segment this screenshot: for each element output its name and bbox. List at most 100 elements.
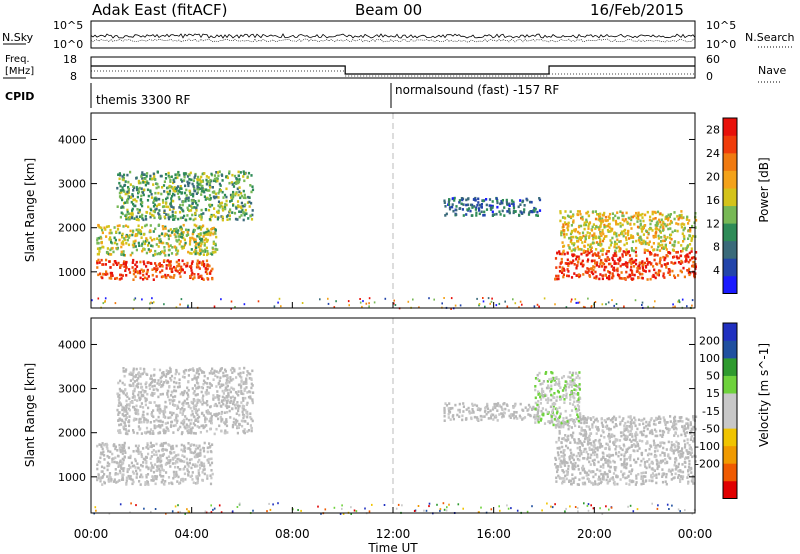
range-cell bbox=[680, 244, 683, 247]
range-cell bbox=[659, 256, 662, 260]
range-cell bbox=[210, 416, 213, 420]
range-cell bbox=[196, 417, 199, 420]
range-cell bbox=[642, 475, 645, 478]
range-cell bbox=[653, 268, 656, 272]
range-cell bbox=[589, 456, 592, 459]
range-cell bbox=[653, 442, 656, 445]
range-cell bbox=[144, 382, 147, 386]
range-cell bbox=[658, 218, 661, 222]
range-cell bbox=[577, 240, 580, 243]
range-cell bbox=[189, 275, 192, 278]
range-cell bbox=[125, 274, 128, 277]
range-cell bbox=[218, 182, 221, 186]
range-cell bbox=[191, 202, 194, 205]
range-cell bbox=[492, 413, 495, 417]
range-cell bbox=[132, 258, 135, 262]
range-cell bbox=[628, 260, 631, 263]
range-cell bbox=[127, 420, 131, 424]
range-cell bbox=[695, 219, 698, 222]
range-cell bbox=[125, 406, 128, 409]
range-cell bbox=[203, 472, 206, 476]
range-cell bbox=[175, 473, 178, 476]
range-cell bbox=[119, 173, 122, 177]
range-cell bbox=[124, 370, 127, 373]
range-cell bbox=[572, 243, 575, 247]
range-cell bbox=[664, 423, 667, 426]
range-cell bbox=[183, 214, 186, 218]
range-cell bbox=[157, 191, 160, 195]
range-cell bbox=[196, 187, 199, 191]
y-tick-label: 1000 bbox=[58, 266, 86, 279]
range-cell bbox=[237, 407, 240, 410]
range-cell bbox=[655, 226, 658, 229]
range-cell bbox=[607, 459, 610, 462]
range-cell bbox=[493, 213, 496, 216]
range-cell bbox=[196, 399, 199, 402]
range-cell bbox=[672, 303, 674, 306]
range-cell bbox=[154, 249, 157, 253]
range-cell bbox=[118, 417, 121, 421]
range-cell bbox=[135, 228, 138, 232]
range-cell bbox=[636, 220, 639, 223]
range-cell bbox=[179, 225, 182, 229]
range-cell bbox=[565, 438, 568, 442]
range-cell bbox=[158, 404, 161, 407]
range-cell bbox=[491, 408, 495, 411]
range-cell bbox=[480, 203, 483, 206]
range-cell bbox=[218, 424, 221, 428]
range-cell bbox=[611, 236, 614, 240]
range-cell bbox=[166, 186, 169, 190]
range-cell bbox=[634, 434, 637, 438]
range-cell bbox=[139, 427, 142, 430]
range-cell bbox=[144, 481, 147, 484]
range-cell bbox=[115, 276, 118, 280]
range-cell bbox=[188, 181, 191, 185]
range-cell bbox=[234, 192, 237, 196]
range-cell bbox=[164, 416, 167, 419]
range-cell bbox=[565, 416, 568, 420]
range-cell bbox=[606, 229, 610, 232]
range-cell bbox=[124, 235, 128, 238]
range-cell bbox=[163, 381, 166, 384]
range-cell bbox=[591, 234, 594, 237]
range-cell bbox=[522, 210, 526, 214]
range-cell bbox=[169, 450, 172, 454]
range-cell bbox=[621, 214, 624, 218]
range-cell bbox=[448, 198, 451, 201]
range-cell bbox=[110, 274, 113, 277]
range-cell bbox=[498, 210, 501, 213]
range-cell bbox=[594, 301, 597, 303]
range-cell bbox=[447, 200, 450, 204]
range-cell bbox=[155, 387, 158, 391]
range-cell bbox=[688, 219, 691, 222]
range-cell bbox=[198, 267, 201, 270]
range-cell bbox=[558, 270, 562, 273]
range-cell bbox=[301, 302, 304, 304]
range-cell bbox=[130, 373, 133, 376]
range-cell bbox=[225, 387, 228, 390]
range-cell bbox=[128, 372, 131, 376]
range-cell bbox=[106, 475, 109, 478]
range-cell bbox=[617, 245, 620, 249]
range-cell bbox=[152, 479, 155, 482]
range-cell bbox=[176, 192, 180, 195]
range-cell bbox=[234, 205, 238, 209]
range-cell bbox=[157, 464, 160, 468]
range-cell bbox=[177, 185, 180, 188]
range-cell bbox=[120, 389, 123, 392]
range-cell bbox=[686, 305, 688, 308]
range-cell bbox=[249, 372, 252, 376]
range-cell bbox=[165, 267, 168, 270]
range-cell bbox=[668, 251, 671, 254]
range-cell bbox=[500, 201, 503, 205]
range-cell bbox=[112, 444, 115, 447]
range-cell bbox=[199, 181, 202, 185]
range-cell bbox=[578, 257, 581, 261]
range-cell bbox=[597, 429, 600, 432]
range-cell bbox=[158, 262, 161, 265]
range-cell bbox=[172, 476, 175, 480]
range-cell bbox=[141, 298, 143, 301]
range-cell bbox=[577, 441, 580, 445]
range-cell bbox=[451, 197, 454, 200]
range-cell bbox=[635, 211, 638, 215]
